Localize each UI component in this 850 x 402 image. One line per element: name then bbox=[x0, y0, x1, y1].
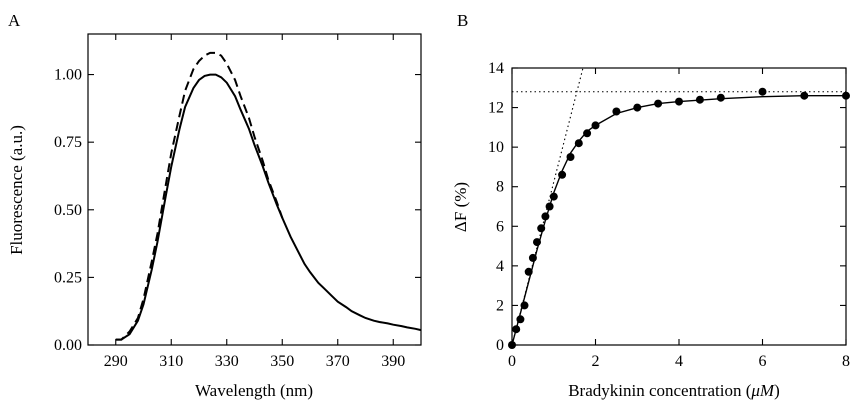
panel-b-data-point bbox=[800, 91, 809, 100]
panel-b-data-point bbox=[758, 87, 767, 96]
panel-a-y-tick-label: 0.75 bbox=[54, 134, 82, 151]
panel-b-x-tick-label: 0 bbox=[508, 353, 516, 370]
panel-b-data-point bbox=[695, 95, 704, 104]
panel-b-data-point bbox=[558, 170, 567, 179]
panel-b-y-tick-label: 2 bbox=[496, 297, 504, 314]
panel-b-data-point bbox=[583, 129, 592, 138]
panel-b-frame bbox=[511, 67, 847, 346]
panel-b-y-tick-label: 6 bbox=[496, 218, 504, 235]
panel-b-x-ticks: 0 2 4 6 8 bbox=[508, 68, 850, 370]
panel-b-y-tick-label: 4 bbox=[496, 258, 504, 275]
panel-b-letter: B bbox=[457, 11, 468, 30]
panel-b-x-axis-label: Bradykinin concentration (μM) bbox=[568, 381, 780, 400]
panel-a-dashed-spectrum bbox=[115, 51, 284, 341]
panel-a-x-tick-label: 350 bbox=[270, 353, 294, 370]
panel-a-x-tick-label: 390 bbox=[381, 353, 405, 370]
panel-b-data-point bbox=[716, 93, 725, 102]
panel-b-y-tick-label: 14 bbox=[488, 60, 504, 77]
panel-b-data-point bbox=[520, 301, 529, 310]
panel-b-data-point bbox=[842, 91, 850, 100]
panel-b-y-tick-label: 12 bbox=[488, 100, 504, 117]
panel-b-data-point bbox=[612, 107, 621, 116]
panel-a-y-tick-label: 0.50 bbox=[54, 202, 82, 219]
panel-b-data-point bbox=[675, 97, 683, 106]
panel-a-solid-spectrum bbox=[115, 73, 422, 341]
panel-a-x-axis-label: Wavelength (nm) bbox=[195, 381, 313, 400]
panel-a-y-ticks: 0.00 0.25 0.50 0.75 1.00 bbox=[54, 67, 421, 354]
panel-a: A 0.00 0.25 0.50 0.75 1.00 290 310 330 350 370 39… bbox=[7, 11, 422, 400]
panel-b-data-point bbox=[591, 121, 600, 130]
panel-a-x-ticks: 290 310 330 350 370 390 bbox=[104, 34, 405, 370]
panel-b-y-axis-label: ΔF (%) bbox=[451, 182, 470, 232]
panel-b-data-point bbox=[528, 253, 537, 262]
panel-a-letter: A bbox=[8, 11, 21, 30]
panel-b-x-tick-label: 6 bbox=[759, 353, 767, 370]
panel-b-data-point bbox=[549, 192, 558, 201]
panel-b-data-point bbox=[574, 139, 583, 148]
panel-b-x-tick-label: 4 bbox=[675, 353, 683, 370]
panel-b-data-point bbox=[633, 103, 642, 112]
panel-a-x-tick-label: 310 bbox=[159, 353, 183, 370]
panel-a-x-tick-label: 330 bbox=[215, 353, 239, 370]
panel-b-data-point bbox=[537, 224, 546, 233]
panel-b-data-point bbox=[654, 99, 663, 108]
panel-a-y-axis-label: Fluorescence (a.u.) bbox=[7, 125, 26, 255]
panel-b-lines bbox=[511, 67, 846, 346]
panel-a-y-tick-label: 0.25 bbox=[54, 269, 82, 286]
panel-b-points bbox=[508, 87, 850, 349]
panel-a-x-tick-label: 370 bbox=[326, 353, 350, 370]
panel-b-y-tick-label: 8 bbox=[496, 179, 504, 196]
panel-b-data-point bbox=[541, 212, 550, 221]
panel-b-y-ticks: 0 2 4 6 8 10 12 14 bbox=[488, 60, 846, 354]
panel-b-data-point bbox=[545, 202, 554, 211]
panel-b: B 0 2 4 6 8 10 12 14 0 2 4 6 8 Bradykinin concentra… bbox=[451, 11, 850, 400]
panel-a-y-tick-label: 1.00 bbox=[54, 67, 82, 84]
panel-b-data-point bbox=[566, 153, 575, 161]
panel-b-y-tick-label: 10 bbox=[488, 139, 504, 156]
panel-b-data-point bbox=[512, 325, 521, 334]
panel-b-data-point bbox=[533, 238, 541, 247]
panel-a-frame bbox=[87, 33, 422, 346]
panel-a-series bbox=[115, 51, 422, 341]
panel-b-y-tick-label: 0 bbox=[496, 337, 504, 354]
panel-a-x-tick-label: 290 bbox=[104, 353, 128, 370]
panel-b-data-point bbox=[524, 267, 533, 276]
panel-b-x-tick-label: 8 bbox=[842, 353, 850, 370]
panel-b-data-point bbox=[516, 315, 525, 324]
panel-b-data-point bbox=[508, 341, 516, 349]
panel-b-fit-curve bbox=[511, 95, 846, 346]
panel-a-y-tick-label: 0.00 bbox=[54, 337, 82, 354]
panel-b-x-tick-label: 2 bbox=[592, 353, 600, 370]
